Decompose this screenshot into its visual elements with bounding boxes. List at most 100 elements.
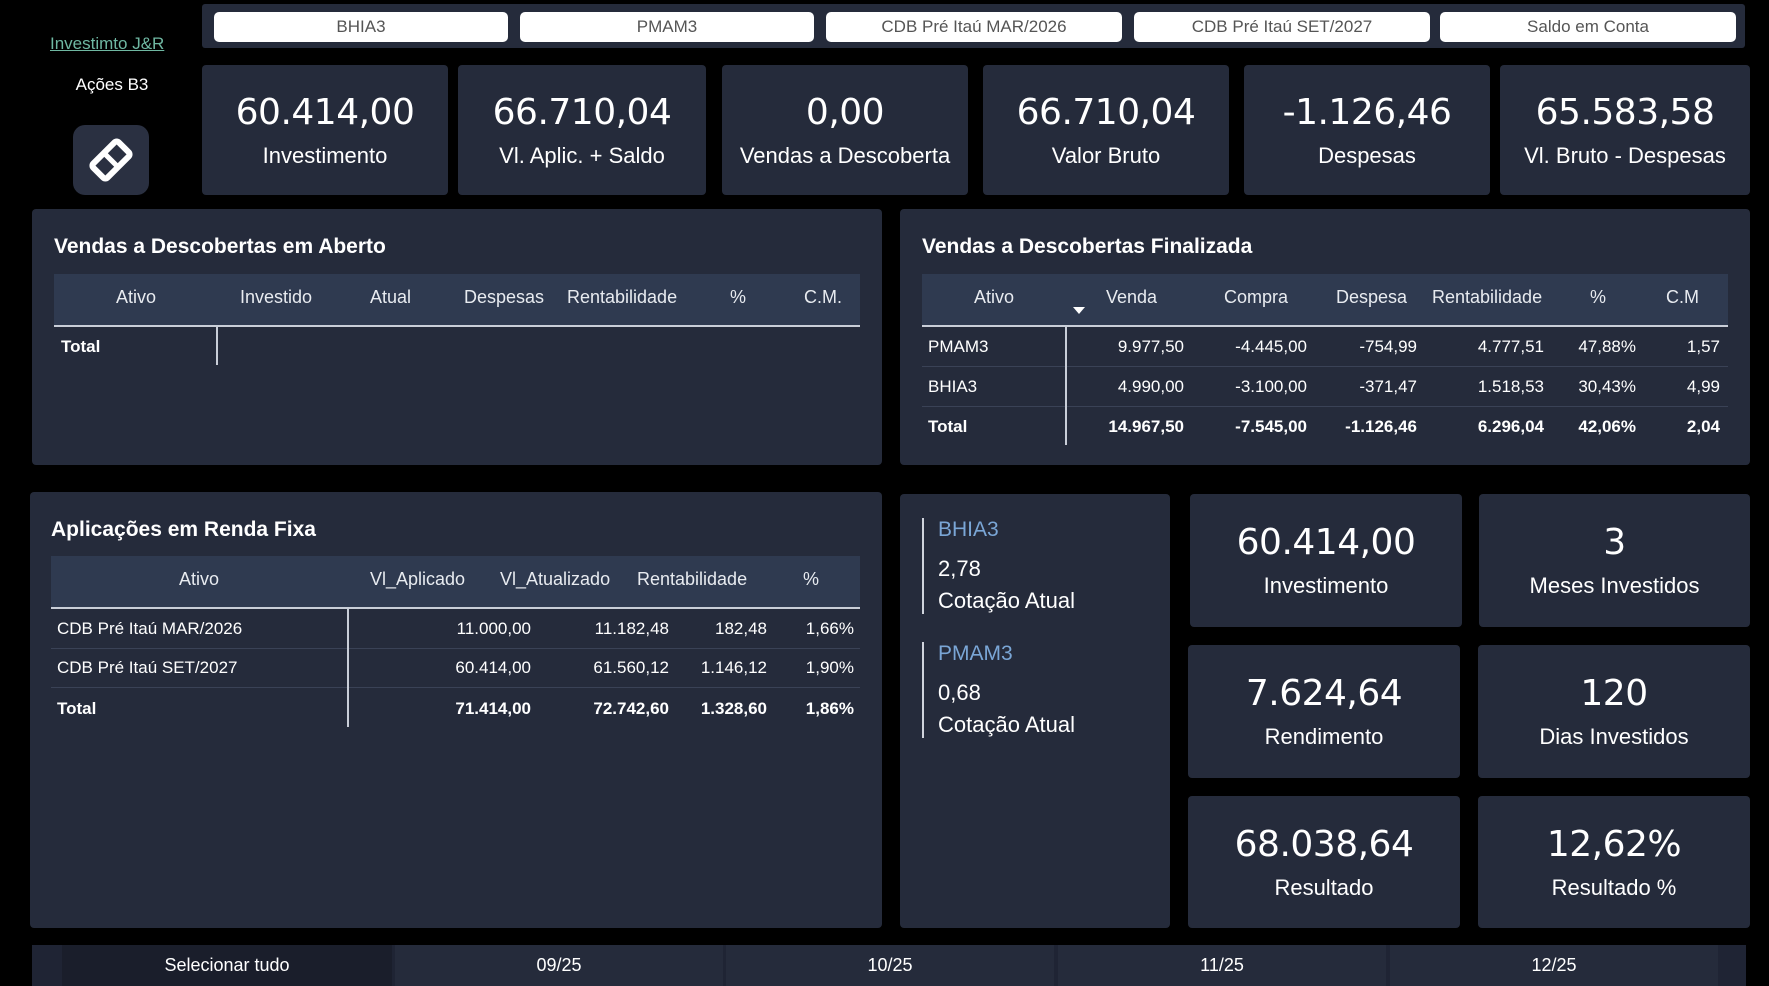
diamond-logo-icon — [89, 138, 133, 182]
table-row: CDB Pré Itaú MAR/2026 11.000,00 11.182,4… — [51, 609, 860, 649]
col-despesas[interactable]: Despesas — [464, 287, 545, 307]
slicer-periodo-1125[interactable]: 11/25 — [1058, 945, 1386, 986]
cell-venda: 4.990,00 — [1117, 377, 1184, 396]
cell-ativo: Total — [928, 417, 968, 436]
table-row: BHIA3 4.990,00 -3.100,00 -371,47 1.518,5… — [922, 367, 1728, 407]
cell-vl-atualizado: 72.742,60 — [593, 699, 669, 718]
slicer-periodo-1225[interactable]: 12/25 — [1390, 945, 1718, 986]
col-cm[interactable]: C.M. — [804, 287, 842, 307]
stat-rendimento: 7.624,64 Rendimento — [1188, 645, 1460, 778]
ativo-slicer: BHIA3 PMAM3 CDB Pré Itaú MAR/2026 CDB Pr… — [202, 4, 1745, 48]
col-ativo[interactable]: Ativo — [116, 287, 157, 307]
slicer-pmam3[interactable]: PMAM3 — [520, 12, 814, 42]
col-cm[interactable]: C.M — [1666, 287, 1699, 307]
cell-cm: 4,99 — [1686, 377, 1720, 396]
col-investido[interactable]: Investido — [240, 287, 313, 307]
col-vl-atualizado[interactable]: Vl_Atualizado — [500, 569, 611, 589]
cell-vl-aplicado: 11.000,00 — [456, 619, 531, 638]
stat-value: 60.414,00 — [1236, 522, 1416, 563]
cell-percent: 42,06% — [1578, 417, 1636, 436]
col-ativo[interactable]: Ativo — [974, 287, 1015, 307]
slicer-saldo-conta[interactable]: Saldo em Conta — [1440, 12, 1736, 42]
cell-rentabilidade: 1.146,12 — [700, 658, 767, 677]
stat-value: 7.624,64 — [1245, 673, 1403, 714]
stat-value: 120 — [1580, 673, 1648, 714]
slicer-cdb-mar2026[interactable]: CDB Pré Itaú MAR/2026 — [826, 12, 1122, 42]
slicer-cdb-set2027[interactable]: CDB Pré Itaú SET/2027 — [1134, 12, 1430, 42]
cell-compra: -3.100,00 — [1235, 377, 1307, 396]
ticker-label: PMAM3 — [938, 642, 1013, 665]
slicer-bhia3[interactable]: BHIA3 — [214, 12, 508, 42]
kpi-value: 0,00 — [805, 91, 885, 133]
kpi-value: 65.583,58 — [1535, 91, 1715, 133]
col-venda[interactable]: Venda — [1106, 287, 1158, 307]
col-atual[interactable]: Atual — [370, 287, 412, 307]
cell-cm: 2,04 — [1686, 417, 1720, 436]
cotacao-label: Cotação Atual — [938, 712, 1075, 737]
col-percent[interactable]: % — [803, 569, 820, 589]
aberto-table-header: Ativo Investido Atual Despesas Rentabili… — [54, 274, 860, 327]
kpi-label: Vl. Bruto - Despesas — [1524, 142, 1726, 168]
col-percent[interactable]: % — [730, 287, 747, 307]
investimento-link[interactable]: Investimto J&R — [50, 34, 165, 53]
column-divider — [347, 609, 349, 727]
col-despesa[interactable]: Despesa — [1336, 287, 1408, 307]
slicer-periodo-0925[interactable]: 09/25 — [395, 945, 723, 986]
slicer-periodo-1025[interactable]: 10/25 — [726, 945, 1054, 986]
kpi-value: 66.710,04 — [492, 91, 672, 133]
stat-resultado-percent: 12,62% Resultado % — [1478, 796, 1750, 928]
table-row-total: Total 71.414,00 72.742,60 1.328,60 1,86% — [51, 689, 860, 729]
total-label: Total — [61, 337, 101, 356]
cell-vl-aplicado: 60.414,00 — [455, 658, 531, 677]
cotacao-bhia3: BHIA3 2,78 Cotação Atual — [922, 518, 1075, 614]
panel-vendas-finalizada — [900, 209, 1750, 465]
col-rentabilidade[interactable]: Rentabilidade — [567, 287, 678, 307]
cell-percent: 1,90% — [805, 658, 854, 677]
cell-ativo: BHIA3 — [928, 377, 978, 396]
stat-label: Dias Investidos — [1539, 724, 1689, 749]
cell-ativo: Total — [57, 699, 97, 718]
logo-button[interactable] — [73, 125, 149, 195]
cell-rentabilidade: 6.296,04 — [1477, 417, 1544, 436]
slicer-selecionar-tudo[interactable]: Selecionar tudo — [62, 945, 392, 986]
cell-vl-atualizado: 11.182,48 — [594, 619, 669, 638]
cell-rentabilidade: 182,48 — [715, 619, 767, 638]
periodo-slicer: Selecionar tudo 09/25 10/25 11/25 12/25 — [32, 945, 1746, 986]
kpi-label: Valor Bruto — [1051, 142, 1161, 168]
col-vl-aplicado[interactable]: Vl_Aplicado — [370, 569, 466, 589]
col-rentabilidade[interactable]: Rentabilidade — [1432, 287, 1543, 307]
col-compra[interactable]: Compra — [1224, 287, 1289, 307]
kpi-value: -1.126,46 — [1282, 91, 1452, 133]
cotacao-label: Cotação Atual — [938, 588, 1075, 613]
cell-cm: 1,57 — [1686, 337, 1720, 356]
col-rentabilidade[interactable]: Rentabilidade — [637, 569, 748, 589]
stat-value: 3 — [1603, 522, 1626, 563]
kpi-label: Investimento — [262, 142, 388, 168]
kpi-vl-bruto-despesas: 65.583,58 Vl. Bruto - Despesas — [1500, 65, 1750, 195]
cell-ativo: CDB Pré Itaú MAR/2026 — [57, 619, 243, 638]
col-ativo[interactable]: Ativo — [179, 569, 220, 589]
stat-resultado: 68.038,64 Resultado — [1188, 796, 1460, 928]
cotacao-value: 0,68 — [938, 680, 981, 705]
cell-compra: -4.445,00 — [1235, 337, 1307, 356]
table-row: CDB Pré Itaú SET/2027 60.414,00 61.560,1… — [51, 648, 860, 688]
cotacao-value: 2,78 — [938, 556, 981, 581]
col-percent[interactable]: % — [1590, 287, 1607, 307]
kpi-value: 60.414,00 — [235, 91, 415, 133]
renda-fixa-table-header: Ativo Vl_Aplicado Vl_Atualizado Rentabil… — [51, 556, 860, 609]
cell-percent: 1,86% — [805, 699, 854, 718]
kpi-despesas: -1.126,46 Despesas — [1244, 65, 1490, 195]
cell-venda: 14.967,50 — [1108, 417, 1184, 436]
stat-label: Resultado % — [1551, 874, 1677, 900]
panel-vendas-aberto — [32, 209, 882, 465]
table-row: PMAM3 9.977,50 -4.445,00 -754,99 4.777,5… — [922, 327, 1728, 367]
cotacao-pmam3: PMAM3 0,68 Cotação Atual — [922, 642, 1075, 738]
acoes-b3-label: Ações B3 — [75, 75, 149, 94]
stat-value: 68.038,64 — [1234, 823, 1414, 865]
cell-vl-aplicado: 71.414,00 — [455, 699, 531, 718]
sort-down-icon[interactable] — [1072, 306, 1086, 315]
cell-vl-atualizado: 61.560,12 — [593, 658, 669, 677]
stat-value: 12,62% — [1546, 823, 1682, 865]
column-divider — [216, 327, 218, 365]
stat-dias-investidos: 120 Dias Investidos — [1478, 645, 1750, 778]
